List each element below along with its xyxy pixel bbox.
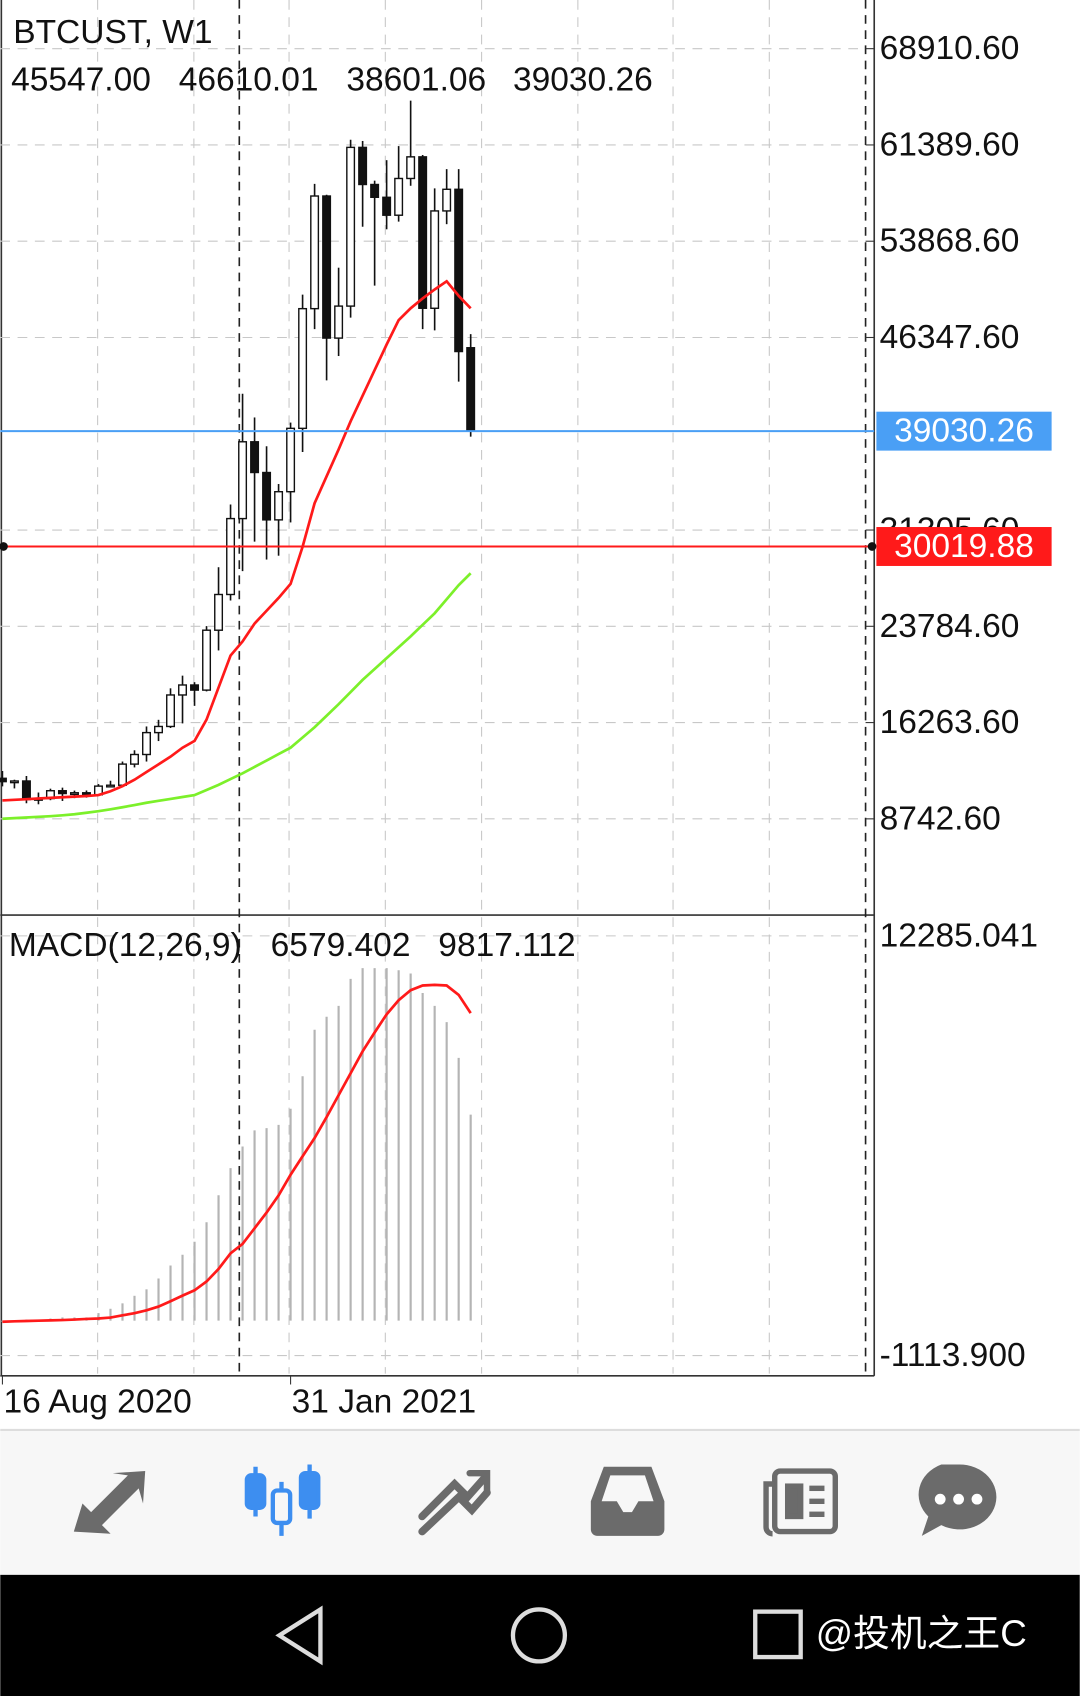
ohlc-label: 39030.26	[513, 62, 653, 99]
candle-body	[298, 307, 308, 430]
level-handle	[867, 542, 877, 551]
candle-body	[262, 471, 272, 521]
candle-body	[202, 629, 212, 691]
back-button[interactable]	[275, 1605, 323, 1666]
macd-pane	[0, 935, 866, 1357]
level-tag	[876, 527, 1052, 566]
macd-tick-label: 12285.041	[880, 917, 1038, 954]
candle-body	[370, 183, 380, 198]
history-icon[interactable]	[590, 1466, 665, 1536]
candle-body	[190, 684, 200, 691]
candle-body	[334, 305, 344, 339]
macd-title: MACD(12,26,9)	[9, 927, 242, 964]
y-tick-label: 8742.60	[880, 800, 1001, 837]
quotes-icon[interactable]	[73, 1471, 146, 1534]
toolbar	[0, 1428, 1080, 1575]
candle-body	[238, 441, 248, 520]
x-tick-label: 31 Jan 2021	[292, 1383, 477, 1420]
y-tick-label: 46347.60	[880, 319, 1020, 356]
macd-value: 6579.402	[271, 927, 411, 964]
candle-body	[346, 146, 356, 307]
watermark: @投机之王C	[816, 1613, 1027, 1654]
chat-icon[interactable]	[918, 1464, 997, 1536]
candle-body	[130, 753, 139, 765]
y-tick-label: 61389.60	[880, 126, 1020, 163]
candle-body	[382, 196, 392, 216]
candle-body	[406, 156, 416, 180]
candle-body	[310, 195, 320, 310]
macd-value: 9817.112	[438, 927, 575, 964]
candle-body	[430, 210, 440, 309]
candle-body	[166, 694, 176, 728]
level-tag	[876, 411, 1052, 451]
y-tick-label: 16263.60	[880, 704, 1020, 741]
trade-icon[interactable]	[418, 1469, 491, 1536]
ohlc-label: 45547.00	[11, 62, 151, 99]
candle-body	[358, 146, 368, 186]
home-button[interactable]	[510, 1607, 568, 1664]
candle-body	[9, 780, 19, 784]
moving-average	[2, 572, 472, 821]
level-handle	[0, 542, 8, 551]
candle-body	[394, 177, 404, 216]
recents-button[interactable]	[753, 1609, 803, 1660]
candle-body	[0, 777, 7, 783]
candle-body	[454, 188, 464, 353]
x-tick-label: 16 Aug 2020	[4, 1383, 192, 1420]
candle-body	[274, 491, 284, 521]
candle-body	[442, 188, 452, 212]
candle-body	[418, 156, 428, 309]
y-tick-label: 68910.60	[880, 30, 1020, 67]
candle-body	[57, 790, 67, 795]
candle-body	[69, 792, 79, 796]
toolbar-bg	[0, 1429, 1080, 1575]
candle-body	[178, 684, 188, 696]
chart-title: BTCUST, W1	[13, 14, 212, 51]
ohlc-label: 46610.01	[179, 62, 319, 99]
price-pane	[0, 48, 875, 821]
macd-tick-label: -1113.900	[880, 1337, 1026, 1374]
axes: 68910.6061389.6053868.6046347.6031305.60…	[0, 30, 1052, 1420]
moving-average	[2, 279, 472, 802]
candle-body	[118, 763, 127, 786]
news-icon[interactable]	[763, 1468, 838, 1537]
candle-body	[142, 731, 151, 756]
ohlc-label: 38601.06	[346, 62, 486, 99]
candle-body	[226, 517, 236, 596]
nav-bg	[0, 1574, 1080, 1696]
candle-body	[250, 441, 260, 474]
layout	[0, 0, 876, 1377]
level-label: 39030.26	[894, 413, 1034, 450]
chart-icon[interactable]	[244, 1464, 321, 1536]
candle-body	[466, 347, 476, 432]
candle-body	[322, 195, 332, 339]
candle-body	[105, 784, 115, 788]
nav-bar: @投机之王C	[0, 1574, 1080, 1696]
candle-body	[21, 780, 31, 801]
y-tick-label: 23784.60	[880, 608, 1020, 645]
y-tick-label: 53868.60	[880, 223, 1020, 260]
candle-body	[214, 593, 224, 631]
macd-signal	[2, 983, 472, 1324]
level-label: 30019.88	[894, 528, 1034, 565]
candle-body	[154, 725, 163, 734]
candle-body	[286, 427, 296, 493]
